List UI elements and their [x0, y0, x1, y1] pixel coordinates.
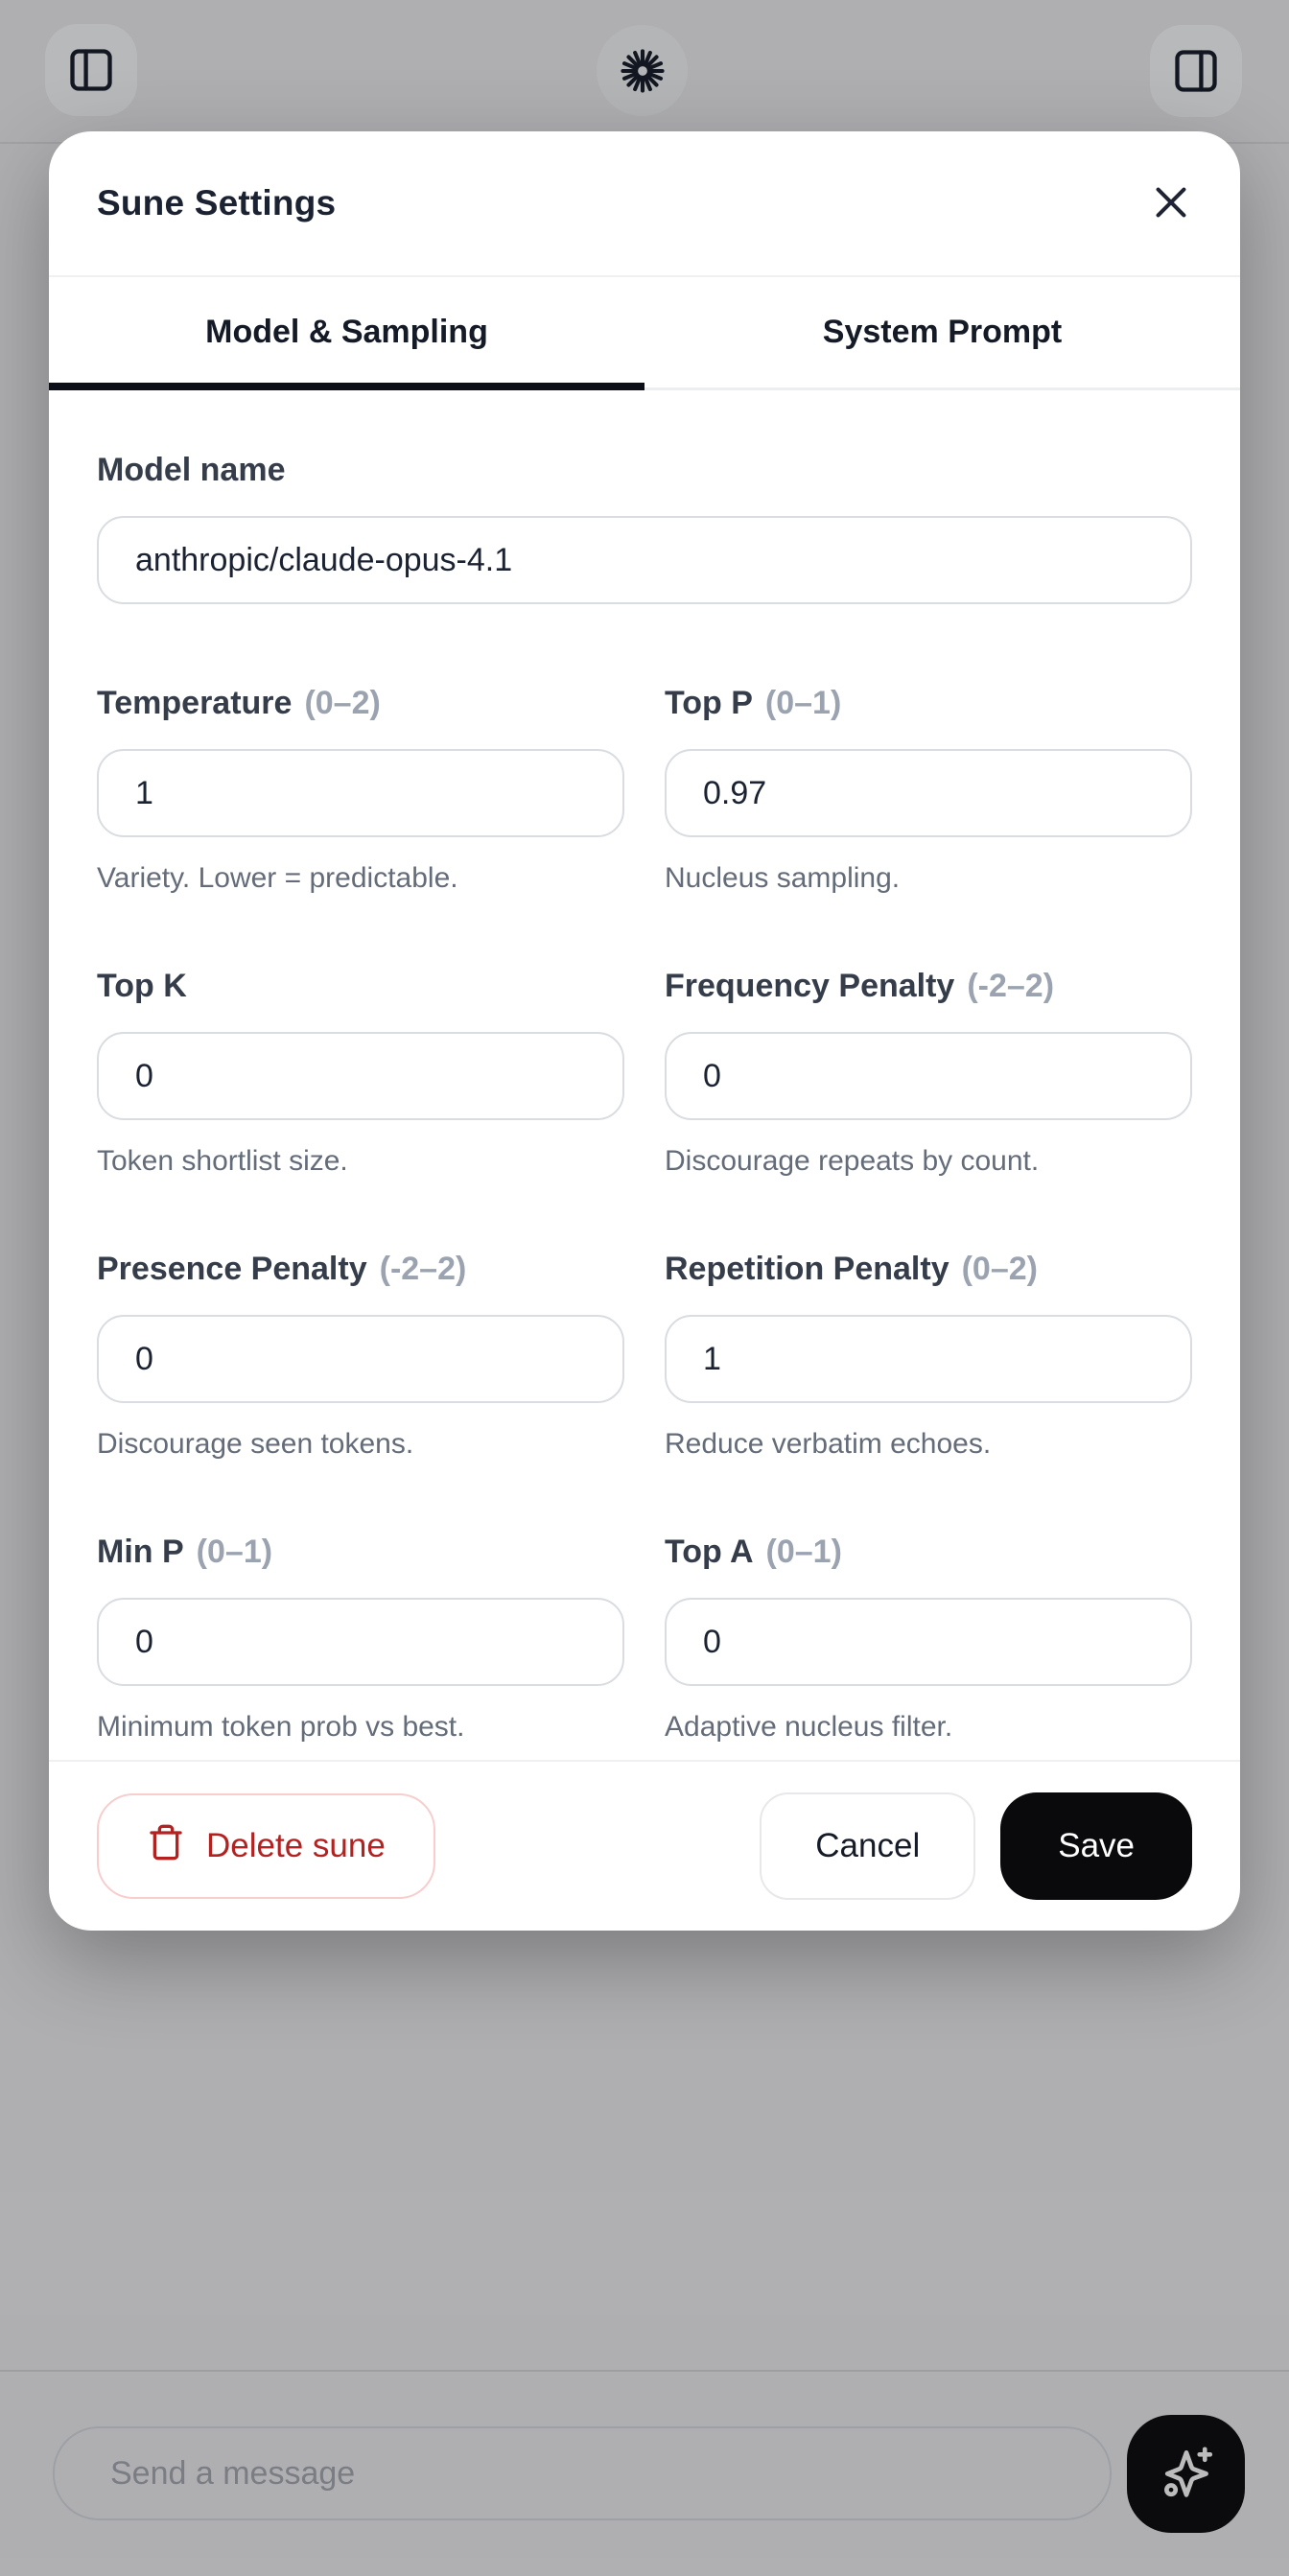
panel-left-icon	[66, 45, 116, 95]
field-frequency-penalty: Frequency Penalty (-2–2) Discourage repe…	[665, 968, 1192, 1178]
delete-sune-button[interactable]: Delete sune	[97, 1793, 435, 1899]
top-bar	[0, 0, 1289, 144]
settings-tabs: Model & Sampling System Prompt	[49, 277, 1240, 390]
top-p-label: Top P	[665, 685, 753, 721]
field-temperature: Temperature (0–2) Variety. Lower = predi…	[97, 685, 624, 895]
toggle-left-sidebar-button[interactable]	[45, 24, 137, 116]
save-button[interactable]: Save	[1000, 1792, 1192, 1900]
cancel-button[interactable]: Cancel	[760, 1792, 976, 1900]
min-p-range: (0–1)	[196, 1534, 273, 1570]
close-modal-button[interactable]	[1137, 169, 1206, 238]
sune-settings-modal: Sune Settings Model & Sampling System Pr…	[49, 131, 1240, 1931]
modal-title: Sune Settings	[97, 183, 337, 222]
top-a-input[interactable]	[665, 1598, 1192, 1686]
trash-icon	[147, 1823, 185, 1870]
delete-sune-label: Delete sune	[206, 1827, 386, 1864]
presence-penalty-label: Presence Penalty	[97, 1251, 367, 1287]
temperature-label: Temperature	[97, 685, 293, 721]
modal-header: Sune Settings	[49, 131, 1240, 277]
field-top-p: Top P (0–1) Nucleus sampling.	[665, 685, 1192, 895]
model-name-section: Model name	[97, 452, 1192, 604]
top-a-label: Top A	[665, 1534, 754, 1570]
tab-model-and-sampling[interactable]: Model & Sampling	[49, 277, 644, 387]
close-icon	[1149, 180, 1193, 227]
top-p-input[interactable]	[665, 749, 1192, 837]
presence-penalty-helper: Discourage seen tokens.	[97, 1428, 414, 1460]
field-top-k: Top K Token shortlist size.	[97, 968, 624, 1178]
frequency-penalty-helper: Discourage repeats by count.	[665, 1145, 1040, 1177]
composer-bar	[0, 2370, 1289, 2576]
modal-content: Model name Temperature (0–2) Variety. Lo…	[49, 390, 1240, 1760]
temperature-helper: Variety. Lower = predictable.	[97, 862, 458, 894]
frequency-penalty-input[interactable]	[665, 1032, 1192, 1120]
model-name-label: Model name	[97, 452, 286, 488]
repetition-penalty-range: (0–2)	[961, 1251, 1038, 1287]
min-p-label: Min P	[97, 1534, 184, 1570]
field-presence-penalty: Presence Penalty (-2–2) Discourage seen …	[97, 1251, 624, 1461]
tab-system-prompt[interactable]: System Prompt	[644, 277, 1240, 387]
app-logo-button[interactable]	[597, 25, 688, 116]
field-repetition-penalty: Repetition Penalty (0–2) Reduce verbatim…	[665, 1251, 1192, 1461]
top-p-helper: Nucleus sampling.	[665, 862, 901, 894]
modal-footer: Delete sune Cancel Save	[49, 1760, 1240, 1931]
field-top-a: Top A (0–1) Adaptive nucleus filter.	[665, 1534, 1192, 1744]
send-message-button[interactable]	[1127, 2415, 1245, 2533]
presence-penalty-range: (-2–2)	[379, 1251, 467, 1287]
top-k-helper: Token shortlist size.	[97, 1145, 348, 1177]
field-min-p: Min P (0–1) Minimum token prob vs best.	[97, 1534, 624, 1744]
active-tab-underline	[49, 383, 644, 390]
top-p-range: (0–1)	[764, 685, 842, 721]
sparkles-icon	[1155, 2441, 1218, 2507]
presence-penalty-input[interactable]	[97, 1315, 624, 1403]
frequency-penalty-range: (-2–2)	[967, 968, 1055, 1004]
repetition-penalty-input[interactable]	[665, 1315, 1192, 1403]
temperature-range: (0–2)	[304, 685, 381, 721]
frequency-penalty-label: Frequency Penalty	[665, 968, 955, 1004]
model-name-input[interactable]	[97, 516, 1192, 604]
top-k-input[interactable]	[97, 1032, 624, 1120]
panel-right-icon	[1171, 46, 1221, 96]
starburst-logo-icon	[615, 43, 670, 99]
temperature-input[interactable]	[97, 749, 624, 837]
top-a-helper: Adaptive nucleus filter.	[665, 1711, 953, 1743]
repetition-penalty-helper: Reduce verbatim echoes.	[665, 1428, 992, 1460]
top-k-label: Top K	[97, 968, 187, 1004]
repetition-penalty-label: Repetition Penalty	[665, 1251, 949, 1287]
top-a-range: (0–1)	[765, 1534, 842, 1570]
sampling-fields-grid: Temperature (0–2) Variety. Lower = predi…	[97, 685, 1192, 1744]
min-p-helper: Minimum token prob vs best.	[97, 1711, 465, 1743]
toggle-right-sidebar-button[interactable]	[1150, 25, 1242, 117]
min-p-input[interactable]	[97, 1598, 624, 1686]
send-message-input[interactable]	[53, 2426, 1112, 2520]
